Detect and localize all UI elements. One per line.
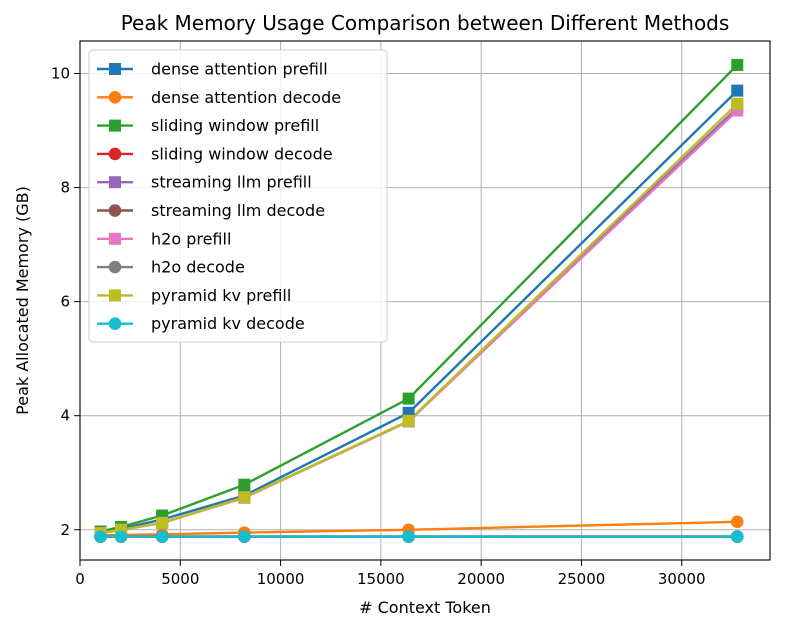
y-tick-label: 8 — [60, 179, 70, 197]
data-point-sliding-window-prefill — [731, 58, 744, 71]
y-axis-label: Peak Allocated Memory (GB) — [13, 186, 32, 415]
legend-marker-sliding-window-decode — [108, 147, 122, 161]
x-tick-label: 10000 — [257, 570, 305, 588]
legend-label-streaming-llm-prefill: streaming llm prefill — [151, 173, 312, 192]
data-point-pyramid-kv-prefill — [731, 97, 744, 110]
legend: dense attention prefill dense attention d… — [88, 49, 388, 343]
legend-label-sliding-window-decode: sliding window decode — [151, 144, 333, 163]
legend-label-streaming-llm-decode: streaming llm decode — [151, 201, 325, 220]
x-tick-label: 0 — [75, 570, 85, 588]
data-point-pyramid-kv-prefill — [402, 414, 415, 427]
y-tick-label: 10 — [51, 65, 70, 83]
y-axis-ticks: 2 4 6 8 10 — [51, 65, 80, 539]
legend-marker-sliding-window-prefill — [109, 119, 121, 132]
legend-marker-pyramid-kv-prefill — [109, 289, 121, 302]
x-tick-label: 15000 — [357, 570, 405, 588]
legend-label-dense-attention-prefill: dense attention prefill — [151, 60, 328, 79]
x-tick-label: 5000 — [161, 570, 199, 588]
x-tick-label: 20000 — [457, 570, 505, 588]
data-point-pyramid-kv-decode — [114, 530, 128, 543]
legend-marker-dense-attention-prefill — [109, 63, 121, 75]
legend-label-pyramid-kv-prefill: pyramid kv prefill — [151, 286, 291, 305]
x-axis-label: # Context Token — [359, 598, 491, 617]
legend-marker-dense-attention-decode — [108, 91, 122, 104]
y-tick-label: 4 — [60, 407, 70, 425]
legend-box — [88, 49, 388, 343]
series-markers — [94, 58, 744, 543]
data-point-pyramid-kv-decode — [730, 530, 744, 543]
legend-marker-streaming-llm-decode — [108, 204, 122, 217]
legend-marker-h2o-prefill — [109, 232, 121, 245]
data-point-dense-attention-prefill — [731, 84, 744, 97]
legend-marker-streaming-llm-prefill — [109, 176, 121, 189]
data-point-sliding-window-prefill — [238, 478, 251, 491]
y-tick-label: 2 — [60, 521, 70, 539]
data-point-pyramid-kv-decode — [402, 530, 415, 543]
data-point-pyramid-kv-prefill — [238, 491, 251, 504]
legend-label-dense-attention-decode: dense attention decode — [151, 88, 341, 107]
data-point-sliding-window-prefill — [402, 392, 415, 405]
plot-frame — [79, 40, 771, 561]
data-point-dense-attention-decode — [730, 515, 744, 529]
x-tick-label: 30000 — [658, 570, 706, 588]
legend-marker-pyramid-kv-decode — [108, 317, 122, 331]
data-point-pyramid-kv-decode — [155, 530, 169, 543]
legend-label-h2o-prefill: h2o prefill — [151, 229, 231, 248]
chart-title: Peak Memory Usage Comparison between Dif… — [121, 11, 730, 35]
y-tick-label: 6 — [60, 293, 70, 311]
legend-label-pyramid-kv-decode: pyramid kv decode — [151, 314, 305, 333]
data-point-pyramid-kv-decode — [94, 530, 107, 543]
x-tick-label: 25000 — [558, 570, 606, 588]
data-point-pyramid-kv-decode — [238, 530, 251, 543]
x-axis-ticks: 0 5000 10000 15000 20000 25000 30000 — [75, 560, 706, 588]
data-point-pyramid-kv-prefill — [156, 516, 169, 529]
legend-marker-h2o-decode — [108, 260, 122, 274]
legend-label-h2o-decode: h2o decode — [151, 258, 245, 277]
legend-label-sliding-window-prefill: sliding window prefill — [151, 116, 319, 135]
